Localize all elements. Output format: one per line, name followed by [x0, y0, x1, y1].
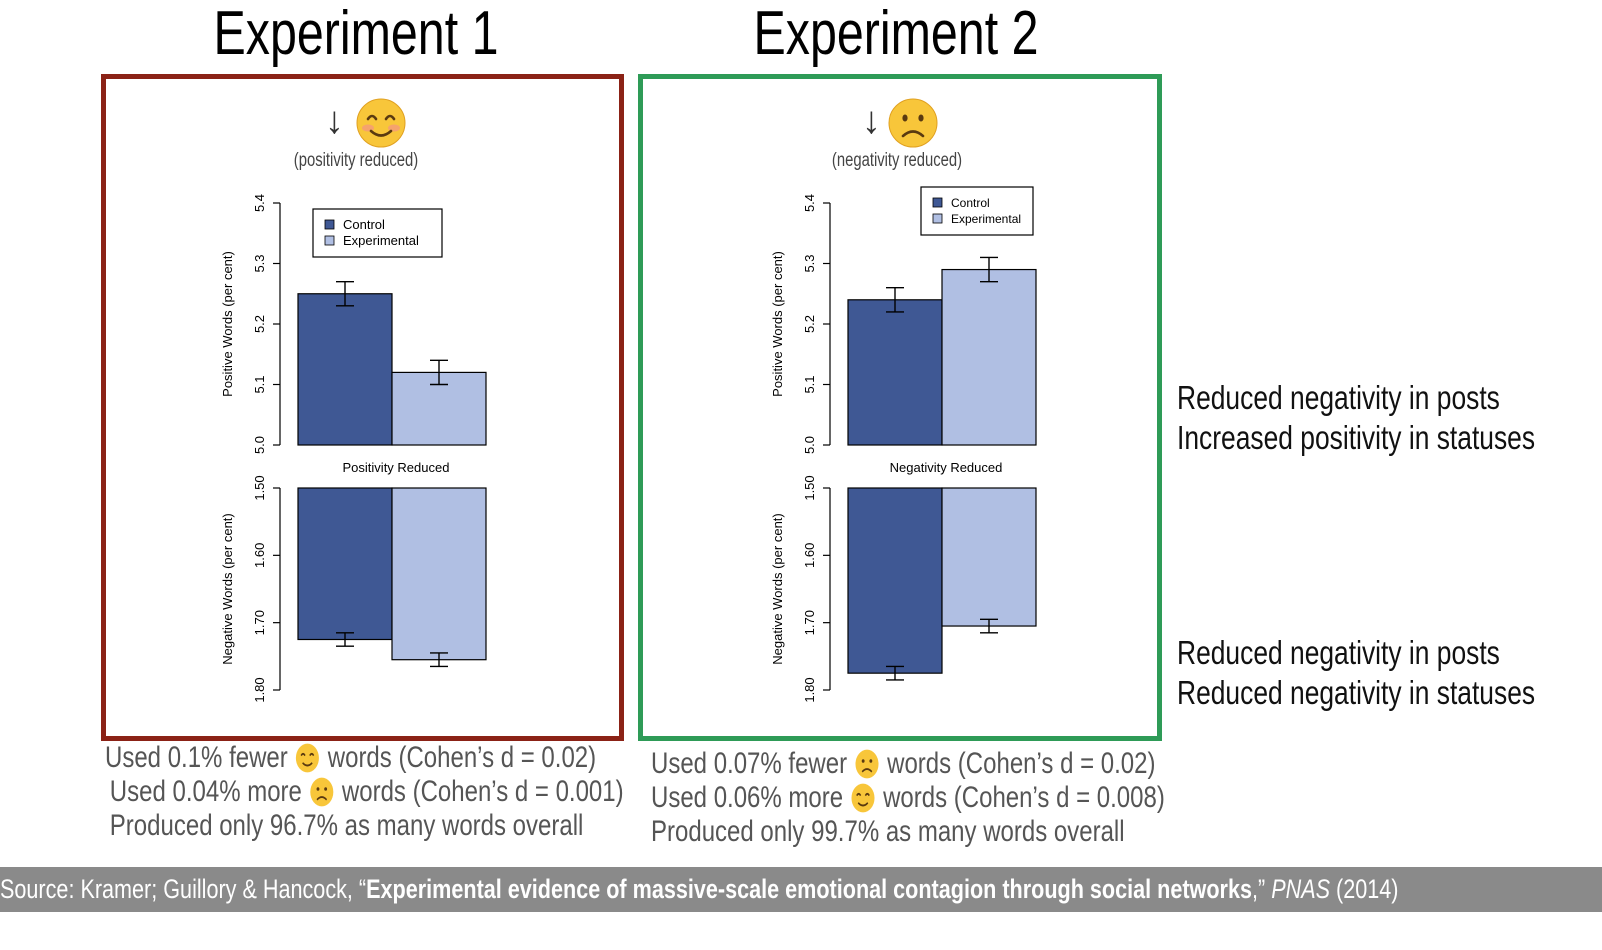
legend-label: Control	[343, 217, 385, 232]
side-note-2-line-1: Reduced negativity in posts	[1177, 634, 1500, 671]
stat-suffix: words (Cohen’s d = 0.008)	[883, 781, 1165, 814]
stat-suffix: words (Cohen’s d = 0.02)	[887, 747, 1156, 780]
y-tick-label-top: 5.1	[252, 375, 267, 393]
stat-prefix: Produced only 96.7% as many words overal…	[109, 809, 584, 842]
legend-label: Experimental	[343, 233, 419, 248]
legend-swatch	[932, 213, 943, 224]
stat-prefix: Used 0.1% fewer	[105, 741, 288, 774]
legend-label: Experimental	[951, 212, 1021, 226]
side-note-1: Reduced negativity in posts Increased po…	[1177, 378, 1535, 458]
y-tick-label-bottom: 1.80	[252, 677, 267, 702]
stat-line: Used 0.07% fewer words (Cohen’s d = 0.02…	[651, 747, 1165, 781]
panel-divider-label: Negativity Reduced	[890, 460, 1003, 475]
source-after-title: ,”	[1251, 874, 1272, 904]
source-year: (2014)	[1330, 874, 1399, 904]
down-arrow-icon: ↓	[862, 100, 881, 142]
frown-icon	[310, 777, 334, 807]
y-tick-label-top: 5.3	[802, 254, 817, 272]
side-note-2-line-2: Reduced negativity in statuses	[1177, 674, 1536, 711]
frown-icon	[855, 749, 879, 779]
stat-line: Produced only 99.7% as many words overal…	[651, 815, 1165, 849]
y-tick-label-top: 5.0	[802, 436, 817, 454]
source-citation: Source: Kramer; Guillory & Hancock, “Exp…	[0, 874, 1398, 905]
bar-top-experimental	[941, 268, 1037, 446]
stat-prefix: Used 0.07% fewer	[651, 747, 848, 780]
y-axis-label-top: Positive Words (per cent)	[770, 251, 785, 397]
y-tick-label-top: 5.0	[252, 436, 267, 454]
y-tick-label-top: 5.4	[802, 194, 817, 212]
panel-divider-label: Positivity Reduced	[343, 460, 450, 475]
stat-line: Produced only 96.7% as many words overal…	[110, 809, 624, 843]
experiment-1-chart: 5.0 5.1 5.2 5.3 5.4 Positive Words (per cent)…	[220, 194, 487, 703]
condition-note-2: (negativity reduced)	[831, 150, 963, 171]
legend-swatch	[932, 197, 943, 208]
stat-prefix: Used 0.06% more	[651, 781, 844, 814]
experiment-2-chart: 5.0 5.1 5.2 5.3 5.4 Positive Words (per cent)…	[770, 186, 1037, 703]
stat-suffix: words (Cohen’s d = 0.001)	[341, 775, 624, 808]
y-tick-label-top: 5.4	[252, 194, 267, 212]
bar-bottom-control	[297, 487, 393, 641]
side-note-1-line-2: Increased positivity in statuses	[1177, 419, 1536, 456]
stat-line: Used 0.06% more words (Cohen’s d = 0.008…	[651, 781, 1165, 815]
experiment-2-frame	[638, 74, 1162, 741]
side-note-2: Reduced negativity in posts Reduced nega…	[1177, 633, 1535, 713]
bar-bottom-experimental	[391, 487, 487, 661]
y-axis-label-top: Positive Words (per cent)	[220, 251, 235, 397]
condition-note-1: (positivity reduced)	[293, 150, 419, 171]
down-arrow-icon: ↓	[325, 100, 344, 142]
y-tick-label-top: 5.2	[252, 315, 267, 333]
stat-line: Used 0.04% more words (Cohen’s d = 0.001…	[110, 775, 624, 809]
source-journal: PNAS	[1271, 874, 1331, 904]
frown-icon	[888, 98, 938, 148]
bar-top-control	[847, 299, 943, 446]
legend-swatch	[324, 219, 335, 230]
y-tick-label-top: 5.3	[252, 254, 267, 272]
experiment-1-frame	[101, 74, 624, 741]
stat-prefix: Used 0.04% more	[109, 775, 302, 808]
source-prefix: Source: Kramer; Guillory & Hancock, “	[0, 874, 367, 904]
y-axis-label-bottom: Negative Words (per cent)	[770, 513, 785, 665]
legend-label: Control	[951, 196, 990, 210]
bar-bottom-experimental	[941, 487, 1037, 627]
y-tick-label-bottom: 1.80	[802, 677, 817, 702]
experiment-2-stats: Used 0.07% fewer words (Cohen’s d = 0.02…	[651, 747, 1165, 849]
stat-line: Used 0.1% fewer words (Cohen’s d = 0.02)	[105, 741, 624, 775]
source-bar: Source: Kramer; Guillory & Hancock, “Exp…	[0, 867, 1602, 912]
y-tick-label-top: 5.1	[802, 375, 817, 393]
bar-bottom-control	[847, 487, 943, 674]
y-tick-label-bottom: 1.70	[252, 610, 267, 635]
y-tick-label-bottom: 1.50	[802, 475, 817, 500]
source-article-title: Experimental evidence of massive-scale e…	[366, 874, 1252, 904]
y-tick-label-bottom: 1.60	[802, 543, 817, 568]
stat-suffix: words (Cohen’s d = 0.02)	[327, 741, 597, 774]
y-tick-label-bottom: 1.60	[252, 543, 267, 568]
bar-top-control	[297, 293, 393, 446]
smile-icon	[296, 743, 320, 773]
stat-prefix: Produced only 99.7% as many words overal…	[651, 815, 1125, 848]
side-note-1-line-1: Reduced negativity in posts	[1177, 379, 1500, 416]
legend-box	[920, 186, 1034, 236]
y-tick-label-top: 5.2	[802, 315, 817, 333]
y-tick-label-bottom: 1.50	[252, 475, 267, 500]
legend-swatch	[324, 235, 335, 246]
experiment-1-title: Experiment 1	[213, 0, 499, 68]
y-axis-label-bottom: Negative Words (per cent)	[220, 513, 235, 665]
experiment-2-title: Experiment 2	[753, 0, 1039, 68]
experiment-1-stats: Used 0.1% fewer words (Cohen’s d = 0.02)…	[105, 741, 624, 843]
smile-icon	[356, 98, 406, 148]
legend-box	[312, 208, 443, 258]
y-tick-label-bottom: 1.70	[802, 610, 817, 635]
smile-icon	[851, 783, 875, 813]
